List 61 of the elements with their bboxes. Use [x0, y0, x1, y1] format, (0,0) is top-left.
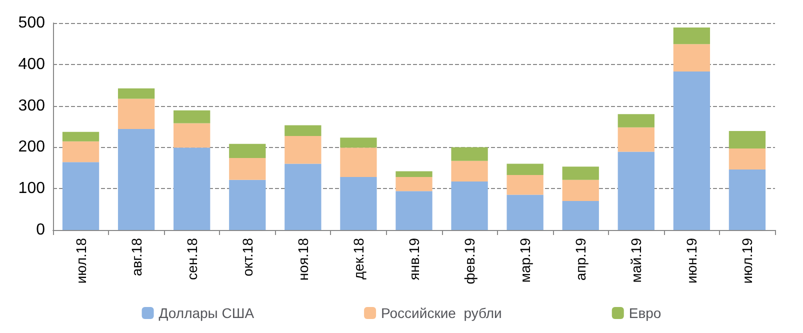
bar [229, 180, 266, 230]
bar [340, 148, 377, 178]
bar [284, 136, 322, 164]
bar [174, 148, 210, 230]
x-tick-label: июл.18 [72, 238, 89, 284]
y-tick-label: 0 [36, 222, 46, 238]
bar [562, 201, 599, 230]
bar [174, 123, 210, 148]
bar [229, 158, 266, 180]
bar [118, 98, 155, 129]
legend-label: Российские рубли [381, 305, 502, 321]
y-tick-label: 300 [18, 97, 46, 114]
bar [506, 164, 544, 175]
legend-label: Доллары США [158, 305, 255, 321]
x-tick-label: апр.19 [572, 238, 589, 281]
bar [562, 180, 599, 202]
x-tick-label: июл.19 [739, 238, 756, 284]
bar [673, 71, 710, 230]
bar [284, 164, 322, 230]
bar [284, 125, 322, 136]
bar [118, 128, 155, 230]
bar [229, 144, 266, 158]
y-tick-label: 100 [18, 180, 46, 198]
bar [728, 148, 766, 170]
bar [396, 171, 432, 178]
bar [340, 138, 377, 148]
bar [451, 182, 488, 230]
x-tick-label: мар.19 [517, 238, 534, 283]
bar [62, 162, 100, 230]
bar [673, 44, 710, 72]
bar [506, 194, 544, 230]
bar [618, 127, 654, 152]
x-tick-label: авг.18 [128, 238, 144, 276]
bar [506, 174, 544, 195]
y-tick-label: 200 [18, 138, 46, 156]
bar [673, 28, 710, 44]
x-tick-label: ноя.18 [294, 238, 311, 281]
legend-label: Евро [628, 305, 662, 321]
x-tick-label: окт.18 [239, 238, 256, 276]
bar [562, 166, 599, 180]
bar [728, 131, 766, 148]
bar [174, 110, 210, 124]
x-tick-label: янв.19 [406, 238, 422, 280]
bar [340, 177, 377, 230]
x-tick-label: май.19 [628, 238, 644, 283]
x-tick-label: дек.18 [350, 238, 366, 280]
x-tick-label: сен.18 [184, 238, 200, 280]
bar [451, 147, 488, 161]
bar [728, 170, 766, 230]
bar [451, 160, 488, 182]
y-tick-label: 500 [18, 14, 46, 32]
bar [118, 88, 155, 99]
bar [396, 191, 432, 230]
x-tick-label: фев.19 [462, 238, 478, 284]
bar [62, 132, 100, 142]
bar [618, 114, 654, 128]
bar [396, 177, 432, 192]
bar [618, 152, 654, 230]
bar [62, 141, 100, 162]
x-tick-label: июн.19 [684, 238, 700, 284]
y-tick-label: 400 [18, 56, 46, 73]
